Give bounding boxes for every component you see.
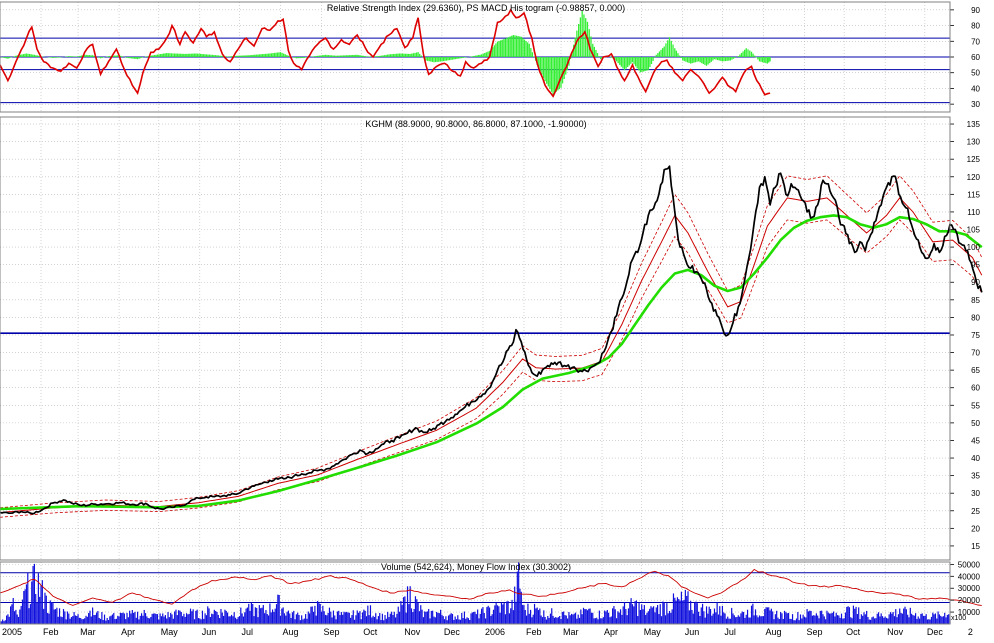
x-tick-label: Mar (563, 627, 579, 637)
frame-layer (0, 1, 954, 625)
long-moving-average-line (0, 214, 983, 511)
rsi-line (0, 8, 771, 98)
x-tick-label: 2006 (485, 627, 505, 637)
y-tick-label: 105 (967, 226, 981, 235)
x-tick-label: May (644, 627, 662, 637)
y-tick-label: 70 (971, 349, 980, 358)
y-tick-label: 75 (971, 331, 980, 340)
y-tick-label: 40000 (958, 572, 981, 581)
y-tick-label: 80 (971, 313, 980, 322)
x-tick-label: 2005 (2, 627, 22, 637)
y-tick-label: 120 (967, 173, 981, 182)
x-tick-label: Jul (724, 627, 736, 637)
y-tick-label: 25 (971, 507, 980, 516)
x-tick-label: Jun (202, 627, 217, 637)
y-tick-label: 20 (971, 524, 980, 533)
x-tick-label: Sep (324, 627, 340, 637)
y-tick-label: 30000 (958, 584, 981, 593)
x-tick-label: Mar (80, 627, 96, 637)
y-tick-label: 100 (967, 243, 981, 252)
oscillator-panel-title: Relative Strength Index (29.6360), PS MA… (327, 3, 625, 13)
x-tick-label: 2 (968, 627, 973, 637)
y-tick-label: 110 (967, 208, 980, 217)
y-tick-label: 90 (971, 278, 980, 287)
y-tick-label: 40 (971, 84, 980, 93)
price-panel-frame (0, 116, 951, 561)
x-tick-label: Oct (846, 627, 861, 637)
x-tick-label: Dec (444, 627, 461, 637)
y-tick-label: 40 (971, 454, 980, 463)
y-tick-label: 50 (971, 419, 980, 428)
x-tick-label: Aug (765, 627, 781, 637)
x-tick-label: Feb (43, 627, 59, 637)
x-tick-label: Jul (241, 627, 253, 637)
volume-panel-title: Volume (542,624), Money Flow Index (30.3… (381, 562, 571, 572)
y-tick-label: 125 (967, 155, 981, 164)
y-tick-label: 10000 (958, 608, 981, 617)
x-tick-label: Nov (404, 627, 421, 637)
y-tick-label: 80 (971, 22, 980, 31)
x-tick-label: Jun (685, 627, 700, 637)
osc-panel-frame (0, 1, 951, 113)
y-tick-label: 95 (971, 261, 980, 270)
y-tick-label: 65 (971, 366, 980, 375)
y-tick-label: 35 (971, 472, 980, 481)
x-tick-label: May (161, 627, 179, 637)
y-tick-label: 30 (971, 489, 980, 498)
y-tick-label: 15 (971, 542, 980, 551)
series-layer (0, 8, 983, 624)
y-tick-label: 30 (971, 100, 980, 109)
y-tick-label: 70 (971, 37, 980, 46)
y-tick-label: 45 (971, 436, 980, 445)
y-tick-label: 130 (967, 138, 981, 147)
labels-layer: Relative Strength Index (29.6360), PS MA… (2, 3, 981, 637)
y-tick-label: 60 (971, 53, 980, 62)
y-tick-label: 135 (967, 120, 981, 129)
y-tick-label: 20000 (958, 596, 981, 605)
price-panel-title: KGHM (88.9000, 90.8000, 86.8000, 87.1000… (365, 119, 586, 129)
price-line (0, 165, 983, 515)
y-tick-label: 50000 (958, 560, 981, 569)
x-tick-label: Dec (927, 627, 944, 637)
x-tick-label: Apr (121, 627, 135, 637)
x-tick-label: Sep (806, 627, 822, 637)
upper-band-line (0, 175, 983, 509)
lower-band-line (0, 219, 983, 518)
grid-layer (0, 2, 950, 624)
vol-panel-frame (0, 561, 951, 625)
x-tick-label: Feb (526, 627, 542, 637)
y-tick-label: 90 (971, 6, 980, 15)
x-tick-label: Nov (887, 627, 904, 637)
y-tick-label: 60 (971, 384, 980, 393)
x-tick-label: Aug (283, 627, 299, 637)
x-tick-label: Oct (363, 627, 378, 637)
y-tick-label: 115 (967, 190, 980, 199)
money-flow-line (0, 568, 982, 606)
x-tick-label: Apr (604, 627, 618, 637)
y-tick-label: 55 (971, 401, 980, 410)
volume-unit-label: x100 (951, 615, 966, 622)
y-tick-label: 85 (971, 296, 980, 305)
y-tick-label: 50 (971, 69, 980, 78)
